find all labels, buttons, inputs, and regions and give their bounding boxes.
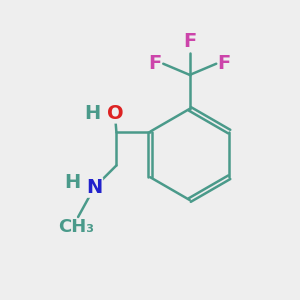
Text: O: O xyxy=(106,104,123,123)
Text: F: F xyxy=(183,32,196,51)
Text: CH₃: CH₃ xyxy=(58,218,94,236)
Text: N: N xyxy=(86,178,102,197)
Text: H: H xyxy=(85,104,101,123)
Text: F: F xyxy=(218,54,231,73)
Text: H: H xyxy=(64,173,80,192)
Text: F: F xyxy=(148,54,162,73)
